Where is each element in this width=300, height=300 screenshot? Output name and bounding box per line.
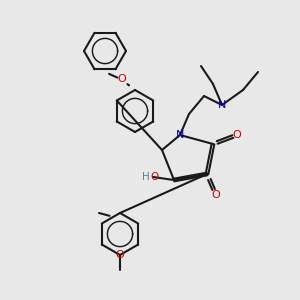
Text: O: O [232, 130, 242, 140]
Text: N: N [176, 130, 184, 140]
Text: H: H [142, 172, 149, 182]
Text: N: N [218, 100, 226, 110]
Text: O: O [117, 74, 126, 85]
Text: O: O [212, 190, 220, 200]
Text: O: O [150, 172, 159, 182]
Text: O: O [116, 250, 124, 260]
